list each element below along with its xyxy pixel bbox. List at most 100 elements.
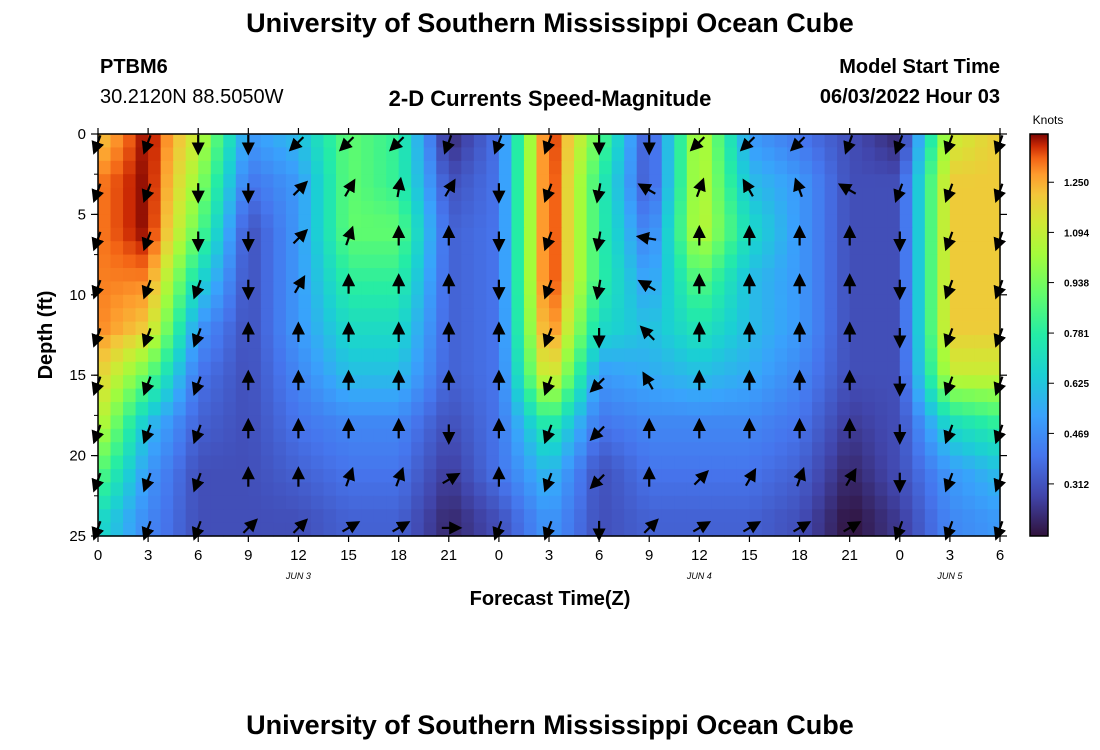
current-arrow [191,472,205,493]
heatmap-cell [248,348,262,363]
heatmap-cell [448,201,462,215]
heatmap-cell [436,348,450,363]
heatmap-cell [248,134,262,148]
heatmap-cell [724,147,738,162]
heatmap-cell [849,375,863,390]
heatmap-cell [498,160,513,175]
heatmap-cell [899,160,913,175]
heatmap-cell [260,174,274,189]
heatmap-cell [699,160,713,175]
heatmap-cell [523,281,538,296]
heatmap-cell [611,281,625,296]
heatmap-cell [210,254,224,269]
heatmap-cell [198,321,212,336]
heatmap-cell [661,335,675,349]
heatmap-cell [599,214,613,229]
x-tick-label: 6 [595,547,603,564]
heatmap-cell [699,147,713,162]
heatmap-cell [887,375,901,390]
heatmap-cell [498,375,513,390]
heatmap-cell [323,482,337,497]
heatmap-cell [348,241,362,256]
heatmap-cell [260,147,274,162]
heatmap-cell [962,254,976,269]
heatmap-cell [674,402,688,416]
heatmap-cell [724,522,738,537]
heatmap-cell [611,428,625,443]
heatmap-cell [173,522,187,537]
heatmap-cell [899,268,913,282]
heatmap-cell [912,361,926,376]
heatmap-cell [373,147,387,162]
heatmap-cell [924,469,938,483]
heatmap-cell [837,160,851,175]
heatmap-cell [523,294,538,309]
heatmap-cell [874,361,888,376]
heatmap-cell [649,201,663,215]
heatmap-cell [398,415,412,430]
heatmap-cell [336,294,350,309]
heatmap-cell [260,482,274,497]
heatmap-cell [511,361,525,376]
heatmap-cell [173,308,187,323]
heatmap-cell [924,201,938,215]
heatmap-cell [711,308,725,323]
heatmap-cell [110,160,124,175]
heatmap-cell [436,214,450,229]
heatmap-cell [849,227,863,242]
heatmap-cell [661,268,675,282]
heatmap-cell [586,375,600,390]
heatmap-cell [549,428,563,443]
heatmap-cell [436,388,450,403]
heatmap-cell [473,442,487,457]
heatmap-cell [448,227,462,242]
heatmap-cell [98,335,112,349]
heatmap-cell [473,495,487,510]
heatmap-cell [473,321,487,336]
heatmap-cell [724,509,738,524]
heatmap-cell [686,174,700,189]
heatmap-cell [774,509,788,524]
heatmap-cell [486,147,500,162]
date-label: JUN 4 [686,571,712,581]
heatmap-cell [373,375,387,390]
current-arrow [342,466,355,487]
heatmap-cell [473,134,487,148]
heatmap-cell [812,294,826,309]
heatmap-cell [824,147,838,162]
heatmap-cell [862,482,876,497]
heatmap-cell [423,308,437,323]
heatmap-cell [661,174,675,189]
heatmap-cell [699,442,713,457]
heatmap-cell [310,415,325,430]
heatmap-cell [323,187,337,202]
heatmap-cell [411,388,425,403]
heatmap-cell [812,321,826,336]
heatmap-cell [949,335,964,349]
heatmap-cell [674,174,688,189]
heatmap-cell [223,241,237,256]
heatmap-cell [899,495,913,510]
current-arrow [739,136,756,152]
heatmap-cell [799,455,813,470]
heatmap-cell [874,294,888,309]
heatmap-cell [411,469,425,483]
current-arrow [742,521,762,534]
heatmap-cell [711,187,725,202]
heatmap-cell [498,281,513,296]
heatmap-cell [260,335,274,349]
heatmap-cell [373,428,387,443]
heatmap-cell [661,522,675,537]
heatmap-cell [160,361,174,376]
heatmap-cell [962,509,976,524]
current-arrow [943,520,956,541]
heatmap-cell [386,455,400,470]
heatmap-cell [837,335,851,349]
heatmap-cell [862,402,876,416]
heatmap-cell [248,321,262,336]
heatmap-cell [924,294,938,309]
heatmap-cell [523,254,538,269]
heatmap-cell [699,482,713,497]
heatmap-cell [461,415,475,430]
heatmap-cell [661,428,675,443]
